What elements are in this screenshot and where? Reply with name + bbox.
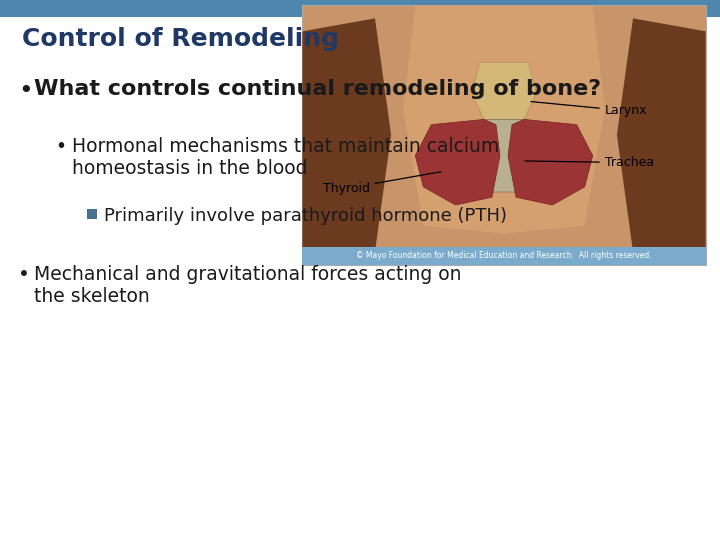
Text: Primarily involve parathyroid hormone (PTH): Primarily involve parathyroid hormone (P… (104, 207, 507, 225)
Text: Control of Remodeling: Control of Remodeling (22, 28, 339, 51)
Bar (302, 247, 706, 265)
Polygon shape (482, 119, 526, 192)
Text: Trachea: Trachea (525, 156, 654, 169)
Polygon shape (508, 119, 593, 205)
Polygon shape (617, 18, 706, 252)
Text: Hormonal mechanisms that maintain calcium: Hormonal mechanisms that maintain calciu… (72, 137, 499, 156)
Bar (302, 5, 706, 265)
Text: What controls continual remodeling of bone?: What controls continual remodeling of bo… (34, 79, 601, 99)
Text: homeostasis in the blood: homeostasis in the blood (72, 159, 307, 178)
Polygon shape (302, 18, 391, 252)
Polygon shape (415, 119, 500, 205)
Text: Larynx: Larynx (531, 102, 647, 117)
Text: •: • (18, 265, 30, 284)
Text: © Mayo Foundation for Medical Education and Research.  All rights reserved.: © Mayo Foundation for Medical Education … (356, 251, 652, 260)
Text: •: • (55, 137, 66, 156)
Bar (0, 0, 720, 17)
Polygon shape (403, 5, 605, 233)
Text: Thyroid: Thyroid (323, 172, 441, 195)
Bar (87, 210, 97, 219)
Text: Mechanical and gravitational forces acting on: Mechanical and gravitational forces acti… (34, 265, 462, 284)
Text: •: • (18, 79, 32, 103)
Polygon shape (472, 63, 536, 119)
Text: the skeleton: the skeleton (34, 287, 150, 306)
